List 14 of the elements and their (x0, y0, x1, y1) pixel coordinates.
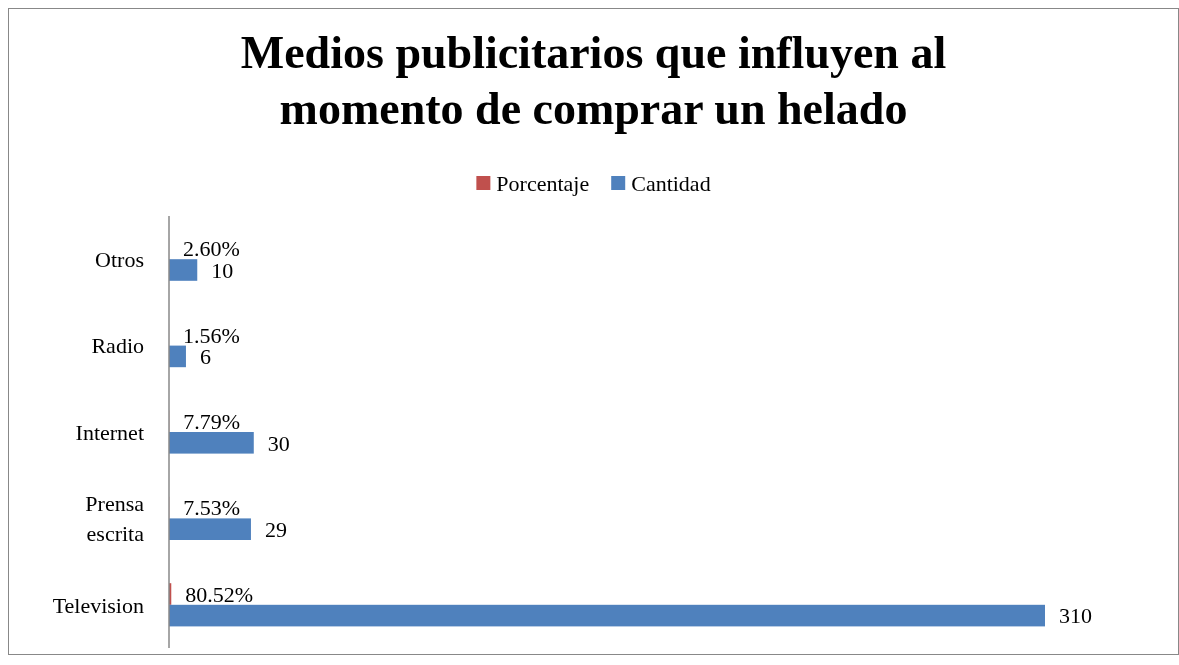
data-label: 80.52% (185, 581, 254, 607)
legend-label: Porcentaje (496, 170, 590, 196)
y-tick-label: Prensa escrita (85, 491, 145, 547)
y-tick-label: Otros (95, 246, 144, 272)
data-label: 30 (267, 430, 290, 456)
data-label: 310 (1059, 603, 1092, 629)
y-tick-label: Internet (75, 419, 144, 445)
data-label: 29 (264, 516, 287, 542)
chart-title: Medios publicitarios que influyen al momento de comprar un helado (240, 27, 947, 134)
y-tick-label: Radio (91, 333, 144, 359)
y-tick-label: Television (52, 592, 144, 618)
legend-label: Cantidad (631, 170, 711, 196)
data-label: 7.79% (183, 408, 241, 434)
data-label: 7.53% (183, 495, 241, 521)
